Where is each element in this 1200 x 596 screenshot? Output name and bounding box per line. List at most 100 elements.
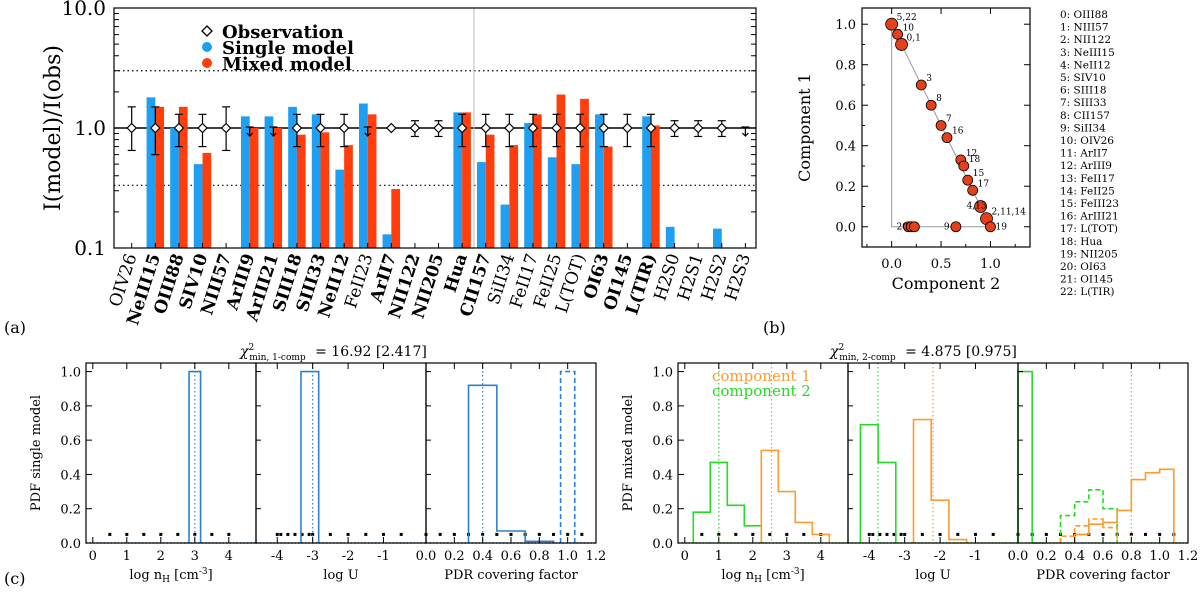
observation-marker bbox=[456, 122, 468, 134]
observation-marker bbox=[126, 122, 138, 134]
bar-mixed-model bbox=[532, 114, 542, 248]
bar-single-model bbox=[264, 116, 274, 249]
scatter-point-label: 10 bbox=[903, 23, 915, 33]
grid-sample-point bbox=[159, 532, 163, 536]
legend-mixed-label: Mixed model bbox=[222, 54, 352, 75]
y-tick-label: 0.2 bbox=[60, 503, 81, 518]
x-tick-label: 0.4 bbox=[1064, 549, 1085, 564]
grid-sample-point bbox=[481, 532, 485, 536]
scatter-point bbox=[941, 132, 953, 144]
grid-sample-point bbox=[974, 532, 977, 536]
grid-sample-point bbox=[768, 532, 772, 536]
grid-sample-point bbox=[1144, 532, 1147, 536]
observation-marker bbox=[645, 122, 657, 134]
x-tick-label: -2 bbox=[342, 549, 355, 564]
observation-marker bbox=[669, 122, 680, 134]
y-axis-label: PDF mixed model bbox=[621, 395, 636, 512]
y-tick-label: 0.8 bbox=[835, 59, 856, 74]
bar-mixed-model bbox=[249, 128, 259, 248]
y-tick-label: 0.0 bbox=[835, 221, 856, 236]
line-index-entry: 5: SIV10 bbox=[1060, 72, 1106, 84]
bar-single-model bbox=[146, 97, 156, 248]
scatter-point-label: 17 bbox=[978, 179, 990, 189]
line-index-entry: 11: ArII7 bbox=[1060, 148, 1108, 160]
bar-mixed-model bbox=[367, 114, 377, 248]
x-tick-label: 1.0 bbox=[1149, 549, 1170, 564]
x-tick-label: 4 bbox=[225, 549, 233, 564]
bar-single-model bbox=[642, 116, 651, 249]
observation-marker bbox=[574, 122, 586, 134]
legend-single-marker bbox=[202, 42, 212, 52]
x-tick-label: 1 bbox=[123, 549, 131, 564]
grid-sample-point bbox=[227, 532, 231, 536]
panel-a-bar-chart: 0.11.010.0I(model)/I(obs)OIV26NeIII15OII… bbox=[41, 0, 757, 328]
axes-frame bbox=[255, 362, 427, 544]
histogram-dashed bbox=[1059, 489, 1118, 543]
y-tick-label: 0.1 bbox=[74, 236, 106, 260]
x-axis-label: log nH [cm-3] bbox=[129, 567, 212, 585]
panel-label-a: (a) bbox=[4, 318, 26, 337]
line-index-entry: 21: OI145 bbox=[1060, 274, 1113, 286]
grid-sample-point bbox=[785, 532, 789, 536]
bar-mixed-model bbox=[344, 145, 353, 248]
x-tick-label: -4 bbox=[271, 549, 284, 564]
x-tick-label: -1 bbox=[969, 549, 982, 564]
bar-single-model bbox=[170, 128, 179, 248]
y-tick-label: 1.0 bbox=[835, 18, 856, 33]
grid-sample-point bbox=[903, 532, 907, 536]
grid-sample-point bbox=[871, 532, 875, 536]
legend-component-1: component 1 bbox=[712, 367, 811, 385]
line-index-entry: 13: FeII17 bbox=[1060, 173, 1115, 185]
observation-marker bbox=[291, 122, 303, 134]
bar-single-model bbox=[571, 164, 581, 248]
grid-sample-point bbox=[885, 532, 889, 536]
bar-mixed-model bbox=[509, 145, 519, 248]
y-tick-label: 0.6 bbox=[652, 434, 673, 449]
bar-mixed-model bbox=[155, 106, 165, 248]
y-tick-label: 0.2 bbox=[835, 180, 856, 195]
line-index-entry: 8: CII157 bbox=[1060, 110, 1110, 122]
axes-frame bbox=[1017, 362, 1189, 544]
bar-single-model bbox=[713, 228, 722, 248]
grid-sample-point bbox=[920, 532, 924, 536]
grid-sample-point bbox=[566, 532, 570, 536]
x-tick-label: 2 bbox=[157, 549, 165, 564]
x-tick-label: 0.2 bbox=[1036, 549, 1057, 564]
y-tick-label: 0.8 bbox=[60, 400, 81, 415]
line-index-entry: 17: L(TOT) bbox=[1060, 223, 1118, 235]
line-index-entry: 3: NeIII15 bbox=[1060, 47, 1115, 59]
scatter-point-label: 19 bbox=[995, 223, 1007, 233]
grid-sample-point bbox=[108, 532, 112, 536]
scatter-point bbox=[958, 160, 970, 172]
scatter-point bbox=[915, 79, 927, 91]
panel-label-c: (c) bbox=[4, 569, 25, 588]
line-index-entry: 18: Hua bbox=[1060, 236, 1102, 248]
grid-sample-point bbox=[938, 532, 942, 536]
grid-sample-point bbox=[700, 532, 704, 536]
legend-mixed-marker bbox=[202, 58, 212, 68]
x-axis-label: log U bbox=[323, 568, 358, 583]
grid-sample-point bbox=[364, 532, 368, 536]
grid-sample-point bbox=[1044, 532, 1048, 536]
bar-single-model bbox=[358, 103, 368, 248]
scatter-point bbox=[974, 200, 987, 213]
scatter-point bbox=[985, 221, 996, 233]
x-tick-label: 0.6 bbox=[1093, 549, 1114, 564]
x-tick-label: 0.5 bbox=[931, 257, 952, 272]
grid-sample-point bbox=[1101, 532, 1105, 536]
observation-marker bbox=[197, 122, 208, 134]
grid-sample-point bbox=[495, 532, 499, 536]
line-index-entry: 22: L(TIR) bbox=[1060, 286, 1114, 298]
line-index-entry: 0: OIII88 bbox=[1060, 9, 1108, 21]
x-tick-label: 3 bbox=[783, 549, 791, 564]
bar-mixed-model bbox=[202, 152, 212, 248]
axes-frame bbox=[85, 362, 257, 544]
grid-sample-point bbox=[142, 532, 146, 536]
observation-marker bbox=[598, 122, 610, 134]
y-tick-label: 0.8 bbox=[652, 400, 673, 415]
upper-limit-arrow bbox=[364, 127, 372, 137]
x-tick-label: -1 bbox=[377, 549, 390, 564]
line-index-entry: 16: ArIII21 bbox=[1060, 211, 1119, 223]
histogram-dashed bbox=[1059, 518, 1118, 543]
